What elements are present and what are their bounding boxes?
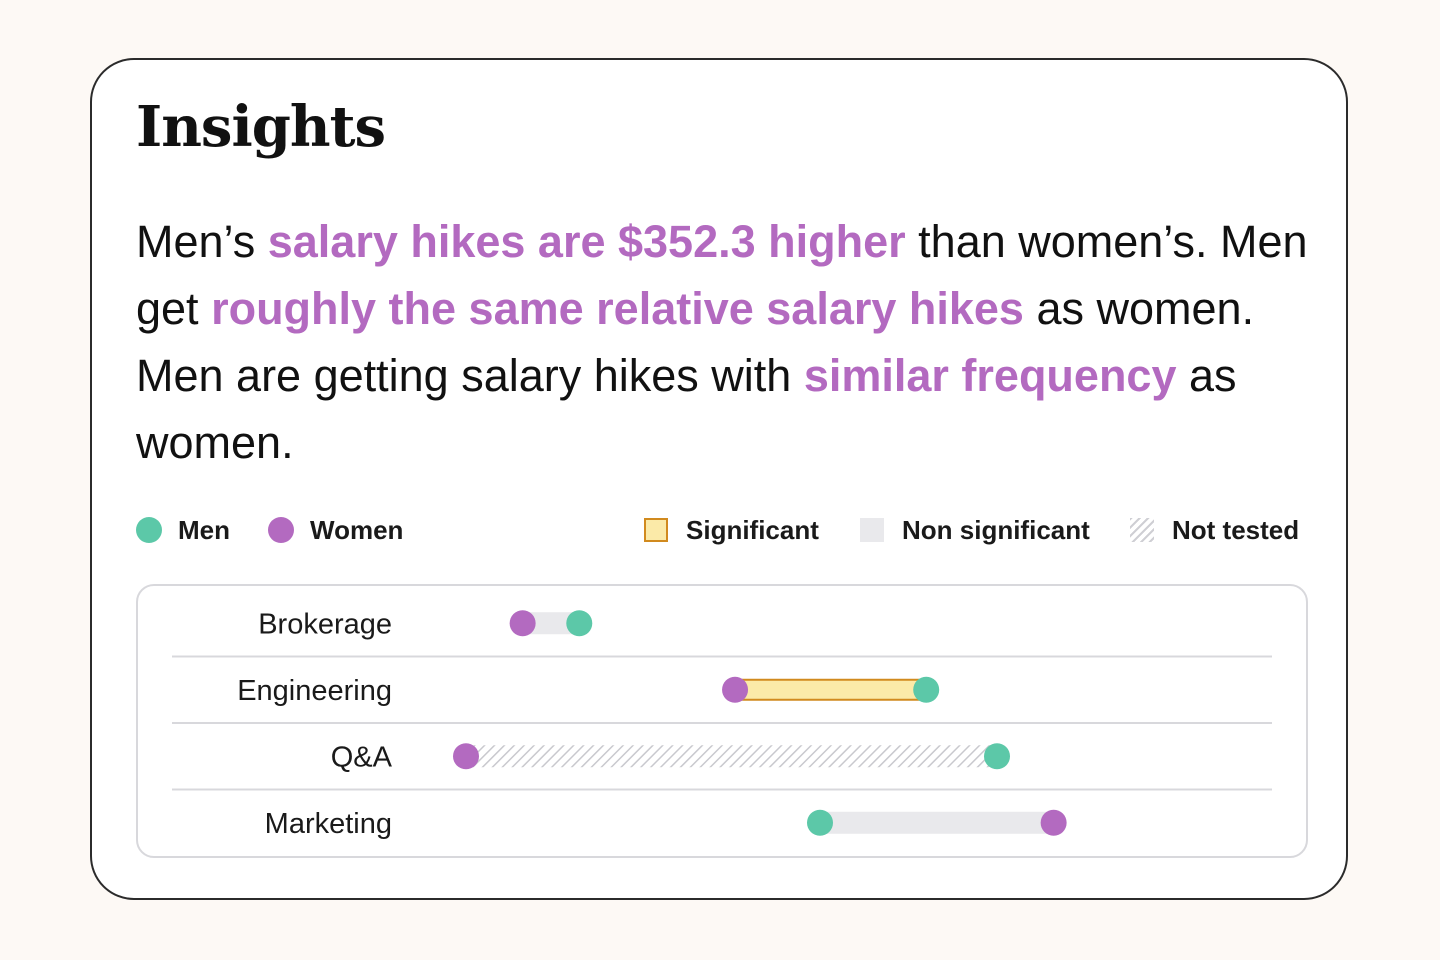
card-title: Insights	[136, 94, 386, 160]
legend-label-non-significant: Non significant	[902, 514, 1090, 545]
legend-label-significant: Significant	[686, 514, 819, 545]
legend-label-not-tested: Not tested	[1172, 514, 1300, 545]
dumbbell-chart: Brokerage Engineering Q&A Marketing	[172, 608, 1272, 840]
summary-text: than women’s.	[905, 216, 1208, 267]
summary-text: Men’s	[136, 216, 268, 267]
summary-highlight: roughly the same relative salary hikes	[211, 283, 1024, 334]
chart-legend: Men Women Significant Non significant No…	[136, 510, 1308, 550]
non-significant-swatch-icon	[860, 518, 884, 542]
range-bar-marketing	[820, 811, 1054, 834]
insights-summary: Men’s salary hikes are $352.3 higher tha…	[136, 208, 1316, 476]
category-label-engineering: Engineering	[237, 675, 392, 707]
category-label-marketing: Marketing	[265, 808, 392, 840]
summary-text: as women.	[136, 350, 1237, 468]
not-tested-swatch-icon	[1130, 518, 1154, 542]
summary-text: Men are getting salary hikes with	[136, 350, 804, 401]
women-point-marketing	[1040, 809, 1067, 836]
significant-swatch-icon	[644, 518, 668, 542]
women-point-q-a	[453, 743, 479, 770]
women-point-engineering	[722, 676, 749, 703]
legend-item-women: Women	[268, 510, 403, 550]
summary-highlight: salary hikes are $352.3 higher	[267, 216, 906, 267]
legend-item-significant: Significant	[644, 510, 819, 550]
legend-label-men: Men	[178, 514, 230, 545]
legend-label-women: Women	[310, 514, 404, 545]
summary-highlight: similar frequency	[803, 350, 1177, 401]
legend-item-non-significant: Non significant	[860, 510, 1090, 550]
men-dot-icon	[136, 517, 162, 543]
insights-card: Insights Men’s salary hikes are $352.3 h…	[90, 58, 1348, 900]
women-dot-icon	[268, 517, 294, 543]
legend-item-not-tested: Not tested	[1130, 510, 1299, 550]
category-label-q-a: Q&A	[331, 741, 393, 773]
men-point-q-a	[984, 743, 1010, 770]
range-bar-brokerage	[522, 612, 580, 635]
women-point-brokerage	[509, 610, 536, 637]
men-point-brokerage	[566, 610, 593, 637]
legend-item-men: Men	[136, 510, 230, 550]
range-bar-q-a	[466, 745, 997, 768]
summary-text: Men get	[136, 216, 1308, 334]
summary-text: as women.	[1023, 283, 1255, 334]
chart-container: Brokerage Engineering Q&A Marketing	[136, 584, 1308, 858]
men-point-marketing	[807, 809, 833, 836]
range-bar-engineering	[734, 678, 928, 701]
category-label-brokerage: Brokerage	[258, 608, 392, 640]
men-point-engineering	[913, 676, 940, 703]
